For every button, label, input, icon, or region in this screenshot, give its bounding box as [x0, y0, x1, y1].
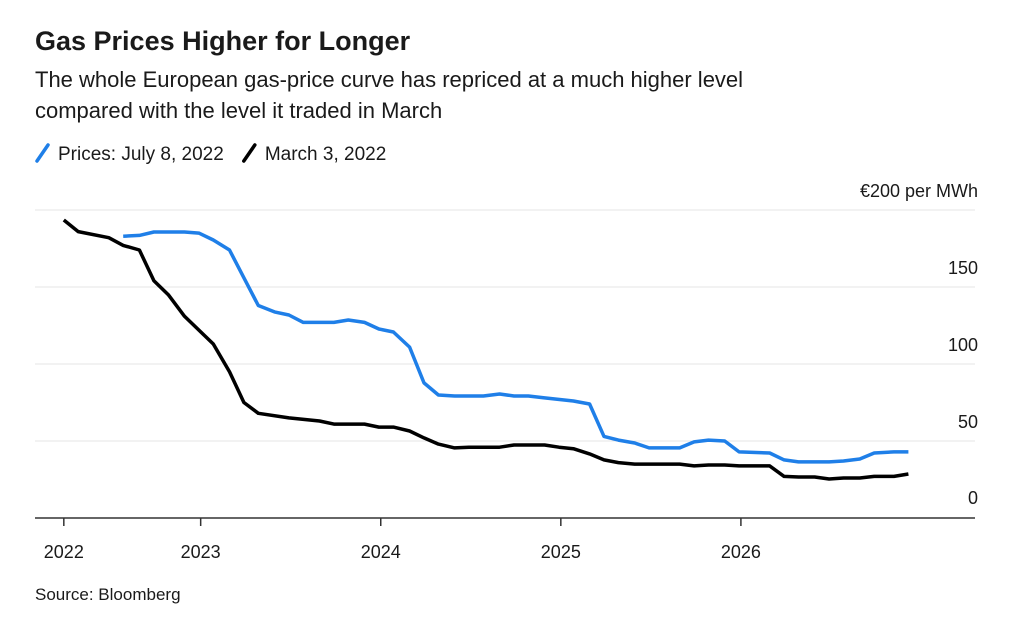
series-line [123, 230, 909, 464]
y-tick-label: 0 [968, 488, 978, 508]
x-tick-label: 2023 [181, 542, 221, 562]
chart-title: Gas Prices Higher for Longer [35, 26, 411, 56]
series-line [62, 218, 909, 481]
source: Source: Bloomberg [35, 585, 181, 604]
x-tick-label: 2026 [721, 542, 761, 562]
legend-swatch [35, 143, 50, 163]
legend-label: Prices: July 8, 2022 [58, 144, 224, 165]
x-tick-label: 2024 [361, 542, 401, 562]
y-tick-label: 150 [948, 258, 978, 278]
y-tick-label: 50 [958, 412, 978, 432]
subtitle: compared with the level it traded in Mar… [35, 98, 442, 123]
legend-label: March 3, 2022 [265, 144, 386, 165]
x-tick-label: 2022 [44, 542, 84, 562]
legend-swatch [242, 143, 257, 163]
y-tick-label: 100 [948, 335, 978, 355]
x-tick-label: 2025 [541, 542, 581, 562]
y-tick-label: €200 per MWh [860, 181, 978, 201]
subtitle: The whole European gas-price curve has r… [35, 67, 743, 92]
